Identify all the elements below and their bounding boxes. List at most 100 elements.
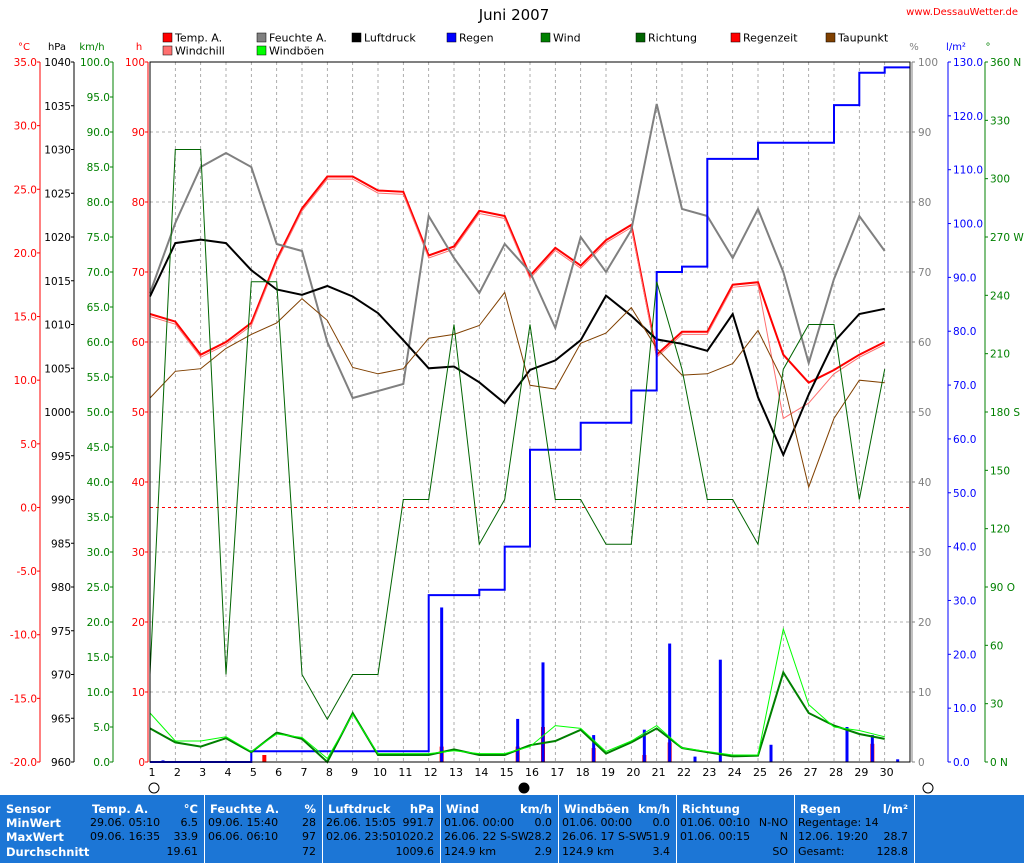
- stats-title: Wind: [446, 802, 480, 816]
- tick-temp: 0.0: [20, 502, 37, 514]
- tick-x: 4: [225, 766, 232, 779]
- stats-avg: 19.61: [166, 845, 199, 858]
- rain-bar: [693, 756, 697, 762]
- stats-section: Temp. A. °C 29.06. 05:10 6.5 09.06. 16:35…: [86, 795, 205, 863]
- legend-swatch: [256, 45, 267, 56]
- series-richtung: [149, 149, 886, 721]
- legend-swatch: [540, 32, 551, 43]
- tick-rain: 100.0: [953, 219, 983, 231]
- tick-x: 21: [652, 766, 666, 779]
- tick-x: 3: [199, 766, 206, 779]
- tick-hours: 100: [125, 57, 145, 69]
- tick-direction: 60: [990, 640, 1003, 652]
- tick-hours: 90: [132, 127, 145, 139]
- series-luftdruck: [149, 238, 885, 458]
- legend-label: Regen: [459, 32, 494, 45]
- tick-x: 16: [525, 766, 539, 779]
- series-temp-a-: [149, 175, 886, 384]
- legend-label: Wind: [553, 32, 581, 45]
- axis-unit-pressure: hPa: [48, 42, 66, 53]
- stats-min: 991.7: [402, 816, 435, 829]
- legend-swatch: [351, 32, 362, 43]
- tick-pressure: 985: [51, 538, 71, 550]
- tick-x: 8: [326, 766, 333, 779]
- tick-temp: -15.0: [10, 693, 37, 705]
- tick-pressure: 1040: [44, 57, 71, 69]
- tick-humidity: 80: [918, 197, 931, 209]
- series-lines: [149, 66, 910, 764]
- tick-x: 7: [301, 766, 308, 779]
- stats-max: N: [779, 830, 788, 843]
- stats-min: N-NO: [758, 816, 788, 829]
- row-label-max: MaxWert: [6, 830, 64, 844]
- tick-wind: 10.0: [87, 687, 110, 699]
- stats-max-time: 02.06. 23:50: [326, 830, 397, 843]
- tick-wind: 50.0: [87, 407, 110, 419]
- rain-bar: [668, 643, 672, 762]
- tick-humidity: 10: [918, 687, 931, 699]
- rain-bar: [769, 744, 773, 762]
- tick-rain: 80.0: [953, 326, 976, 338]
- tick-pressure: 1020: [44, 232, 71, 244]
- tick-direction: 30: [990, 699, 1003, 711]
- rain-bar: [718, 659, 722, 762]
- row-label-sensor: Sensor: [6, 802, 51, 816]
- site-url[interactable]: www.DessauWetter.de: [906, 7, 1018, 18]
- tick-hours: 80: [132, 197, 145, 209]
- stats-max: 28.2: [527, 830, 553, 843]
- stats-panel: Sensor MinWert MaxWert Durchschnitt Temp…: [0, 795, 1024, 863]
- stats-title: Luftdruck: [328, 802, 391, 816]
- stats-min-time: 01.06. 00:10: [680, 816, 751, 829]
- tick-x: 18: [576, 766, 590, 779]
- stats-unit: hPa: [409, 802, 434, 816]
- tick-temp: 35.0: [14, 57, 37, 69]
- stats-max-time: 01.06. 00:15: [680, 830, 751, 843]
- stats-avg-label: 124.9 km: [444, 845, 497, 858]
- stats-max-time: 12.06. 19:20: [798, 830, 869, 843]
- tick-wind: 45.0: [87, 442, 110, 454]
- tick-hours: 40: [132, 477, 145, 489]
- tick-direction: 330: [990, 115, 1010, 127]
- tick-rain: 40.0: [953, 542, 976, 554]
- stats-min: 6.5: [180, 816, 199, 829]
- stats-title: Richtung: [682, 802, 740, 816]
- tick-hours: 50: [132, 407, 145, 419]
- stats-section: Windböen km/h 01.06. 00:00 0.0 26.06. 17 …: [558, 795, 677, 863]
- tick-temp: 15.0: [14, 312, 37, 324]
- tick-x: 20: [626, 766, 640, 779]
- tick-x: 13: [449, 766, 463, 779]
- tick-hours: 70: [132, 267, 145, 279]
- plot-frame: [149, 61, 911, 763]
- tick-pressure: 965: [51, 713, 71, 725]
- stats-unit: km/h: [519, 802, 552, 816]
- tick-wind: 5.0: [93, 722, 110, 734]
- stats-section: Feuchte A. % 09.06. 15:40 28 06.06. 06:10…: [204, 795, 323, 863]
- tick-hours: 30: [132, 547, 145, 559]
- stats-title: Windböen: [564, 802, 630, 816]
- tick-humidity: 70: [918, 267, 931, 279]
- series-windchill: [149, 178, 885, 420]
- tick-rain: 130.0: [953, 57, 983, 69]
- raintime-bar: [262, 755, 267, 762]
- stats-section: Regen l/m² Regentage: 14 12.06. 19:20 28.…: [794, 795, 915, 863]
- tick-pressure: 1015: [44, 276, 71, 288]
- stats-avg-label: Gesamt:: [798, 845, 845, 858]
- tick-rain: 0.0: [953, 757, 970, 769]
- legend-label: Luftdruck: [364, 32, 416, 45]
- axis-unit-rain: l/m²: [946, 42, 966, 53]
- legend-swatch: [825, 32, 836, 43]
- tick-direction: 210: [990, 349, 1010, 361]
- tick-wind: 20.0: [87, 617, 110, 629]
- stats-unit: °C: [183, 802, 198, 816]
- axis-unit-direction: °: [986, 42, 991, 53]
- tick-hours: 10: [132, 687, 145, 699]
- tick-direction: 270 W: [990, 232, 1024, 244]
- rain-bar: [516, 718, 520, 762]
- row-label-min: MinWert: [6, 816, 61, 830]
- tick-humidity: 60: [918, 337, 931, 349]
- stats-min-time: 01.06. 00:00: [444, 816, 515, 829]
- stats-min: 0.0: [652, 816, 671, 829]
- new-moon-icon: [518, 782, 530, 794]
- tick-x: 28: [829, 766, 843, 779]
- full-moon-icon: [922, 782, 934, 794]
